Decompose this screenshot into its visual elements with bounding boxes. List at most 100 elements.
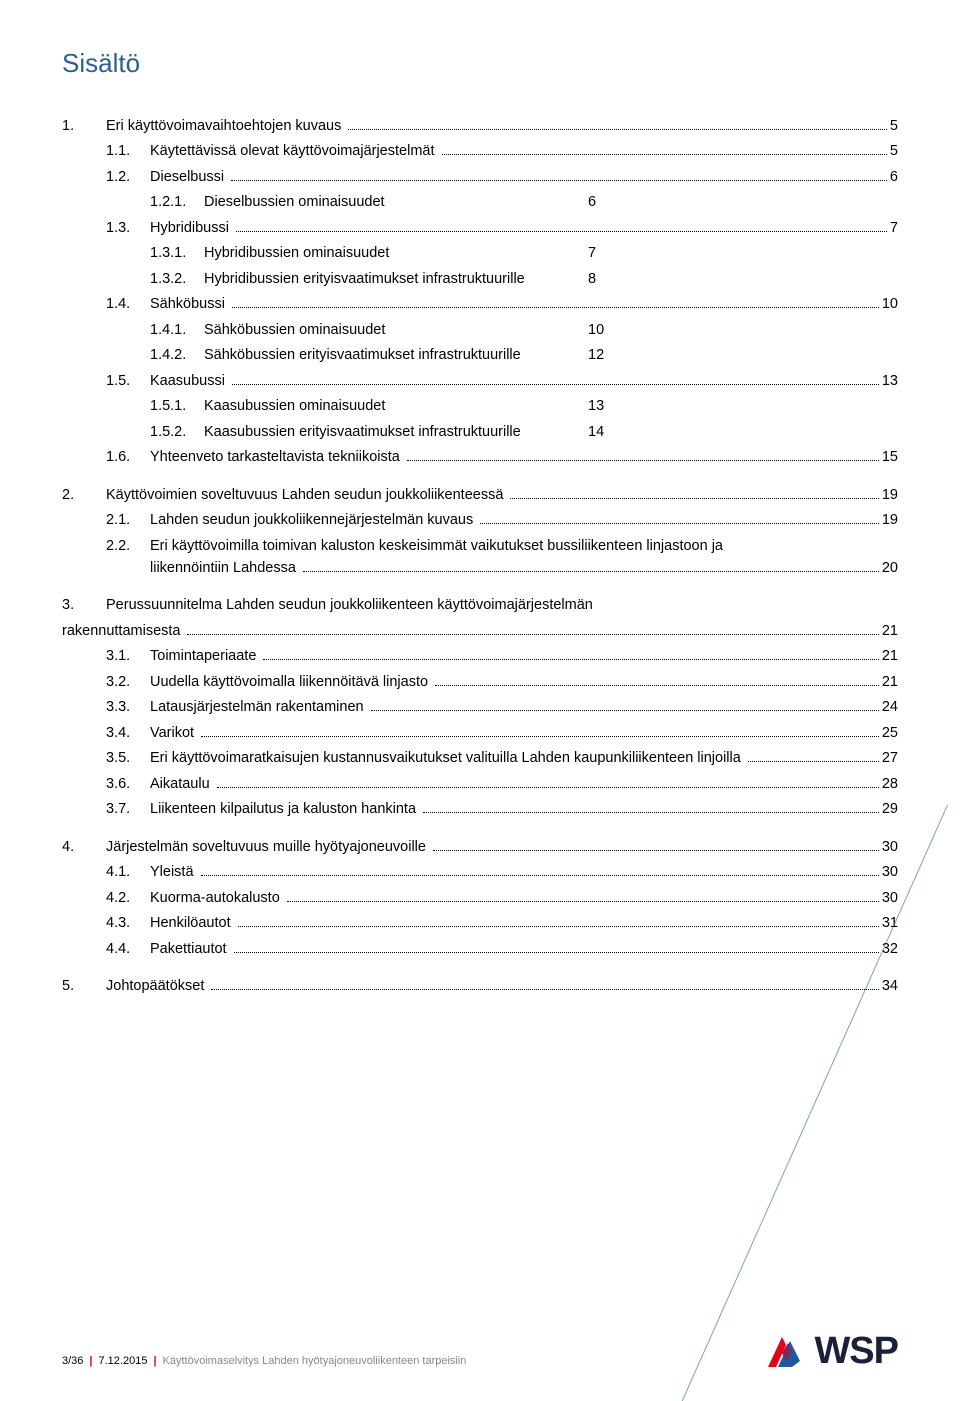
toc-entry-number: 1.1. [106,140,150,162]
toc-leader-dots [211,989,879,990]
toc-entry[interactable]: 1.4.1.Sähköbussien ominaisuudet 10 [150,319,898,341]
toc-entry-page: 34 [882,975,898,997]
toc-entry-page: 19 [882,509,898,531]
toc-entry-text: Yhteenveto tarkasteltavista tekniikoista [150,446,404,468]
toc-entry-number: 4.1. [106,861,150,883]
wsp-logo: WSP [762,1330,898,1373]
toc-entry[interactable]: 2.1.Lahden seudun joukkoliikennejärjeste… [106,509,898,531]
toc-leader-dots [232,307,879,308]
toc-entry-page: 5 [890,115,898,137]
toc-entry[interactable]: 3.3.Latausjärjestelmän rakentaminen 24 [106,696,898,718]
toc-entry[interactable]: 1.5.Kaasubussi13 [106,370,898,392]
footer-doc-title: Käyttövoimaselvitys Lahden hyötyajoneuvo… [163,1355,467,1367]
toc-entry-text: Yleistä [150,861,198,883]
toc-entry[interactable]: 3.7.Liikenteen kilpailutus ja kaluston h… [106,798,898,820]
toc-entry[interactable]: 1.6.Yhteenveto tarkasteltavista tekniiko… [106,446,898,468]
toc-entry-number: 3.1. [106,645,150,667]
toc-entry-page: 10 [882,293,898,315]
toc-leader-dots [263,659,878,660]
toc-leader-dots [348,129,887,130]
toc-entry-page: 7 [890,217,898,239]
toc-entry-text: rakennuttamisesta [62,620,184,642]
toc-entry-page: 27 [882,747,898,769]
toc-entry-text: Sähköbussien ominaisuudet [204,322,389,338]
toc-entry[interactable]: 1.2.1.Dieselbussien ominaisuudet6 [150,191,898,213]
toc-entry-number: 3.3. [106,696,150,718]
toc-entry-number: 1.5.1. [150,395,204,417]
toc-entry[interactable]: 1.3.2.Hybridibussien erityisvaatimukset … [150,268,898,290]
toc-entry[interactable]: 3.6.Aikataulu28 [106,773,898,795]
toc-entry-number: 4.4. [106,938,150,960]
toc-entry[interactable]: 3.Perussuunnitelma Lahden seudun joukkol… [62,594,898,616]
toc-entry[interactable]: 1.1.Käytettävissä olevat käyttövoimajärj… [106,140,898,162]
toc-entry-text: Uudella käyttövoimalla liikennöitävä lin… [150,671,432,693]
toc-entry-continuation[interactable]: rakennuttamisesta 21 [62,620,898,642]
toc-entry-text: Käytettävissä olevat käyttövoimajärjeste… [150,140,439,162]
toc-entry-page: 10 [584,319,632,341]
toc-entry[interactable]: 4.3.Henkilöautot31 [106,912,898,934]
toc-entry-page: 13 [584,395,632,417]
toc-entry[interactable]: 2.2.Eri käyttövoimilla toimivan kaluston… [106,535,898,580]
toc-entry-text: Dieselbussien ominaisuudet [204,194,389,210]
toc-entry-text: Käyttövoimien soveltuvuus Lahden seudun … [106,484,507,506]
toc-entry-text: Varikot [150,722,198,744]
toc-entry-number: 4. [62,836,106,858]
toc-entry[interactable]: 2.Käyttövoimien soveltuvuus Lahden seudu… [62,484,898,506]
toc-leader-dots [238,926,879,927]
toc-entry[interactable]: 4.Järjestelmän soveltuvuus muille hyötya… [62,836,898,858]
toc-entry-page: 6 [890,166,898,188]
toc-entry-text: Hybridibussien erityisvaatimukset infras… [204,271,529,287]
wsp-logo-text: WSP [814,1330,898,1373]
toc-entry[interactable]: 1.Eri käyttövoimavaihtoehtojen kuvaus5 [62,115,898,137]
toc-entry-text: Eri käyttövoimavaihtoehtojen kuvaus [106,115,345,137]
toc-entry[interactable]: 5.Johtopäätökset 34 [62,975,898,997]
toc-entry-text: Kuorma-autokalusto [150,887,284,909]
toc-entry-page: 24 [882,696,898,718]
toc-entry-number: 1.5. [106,370,150,392]
toc-entry[interactable]: 3.2.Uudella käyttövoimalla liikennöitävä… [106,671,898,693]
toc-entry[interactable]: 4.2.Kuorma-autokalusto30 [106,887,898,909]
toc-entry[interactable]: 3.1.Toimintaperiaate21 [106,645,898,667]
toc-entry[interactable]: 1.3.Hybridibussi7 [106,217,898,239]
toc-entry-text: Eri käyttövoimaratkaisujen kustannusvaik… [150,747,745,769]
toc-entry-text: Kaasubussien erityisvaatimukset infrastr… [204,424,525,440]
toc-entry[interactable]: 3.5.Eri käyttövoimaratkaisujen kustannus… [106,747,898,769]
toc-leader-dots [231,180,887,181]
toc-entry-page: 28 [882,773,898,795]
toc-entry-text: Latausjärjestelmän rakentaminen [150,696,368,718]
toc-entry[interactable]: 1.5.2.Kaasubussien erityisvaatimukset in… [150,421,898,443]
toc-entry-number: 1.2.1. [150,191,204,213]
toc-entry-text: Lahden seudun joukkoliikennejärjestelmän… [150,509,477,531]
toc-entry-number: 1.4.1. [150,319,204,341]
toc-entry-number: 1.6. [106,446,150,468]
toc-entry[interactable]: 1.2.Dieselbussi6 [106,166,898,188]
toc-entry[interactable]: 1.4.Sähköbussi10 [106,293,898,315]
toc-entry-page: 32 [882,938,898,960]
toc-entry-page: 14 [584,421,632,443]
toc-entry-number: 3.4. [106,722,150,744]
toc-entry[interactable]: 4.4.Pakettiautot32 [106,938,898,960]
toc-leader-dots [510,498,878,499]
toc-entry-page: 21 [882,645,898,667]
toc-leader-dots [480,523,879,524]
toc-leader-dots [407,460,879,461]
toc-entry[interactable]: 4.1.Yleistä30 [106,861,898,883]
toc-entry-text: Johtopäätökset [106,975,208,997]
toc-entry-number: 1.2. [106,166,150,188]
toc-entry-page: 30 [882,836,898,858]
toc-entry-text: Henkilöautot [150,912,235,934]
toc-entry-text: Hybridibussien ominaisuudet [204,245,393,261]
toc-entry-page: 30 [882,887,898,909]
footer-separator: | [153,1355,156,1367]
toc-entry[interactable]: 3.4.Varikot25 [106,722,898,744]
toc-entry[interactable]: 1.5.1.Kaasubussien ominaisuudet 13 [150,395,898,417]
toc-entry[interactable]: 1.4.2.Sähköbussien erityisvaatimukset in… [150,344,898,366]
page-title: Sisältö [62,48,898,79]
toc-entry-number: 1.4.2. [150,344,204,366]
toc-entry[interactable]: 1.3.1.Hybridibussien ominaisuudet7 [150,242,898,264]
toc-leader-dots [303,571,879,572]
toc-entry-text: Kaasubussien ominaisuudet [204,398,389,414]
toc-leader-dots [201,736,879,737]
toc-leader-dots [435,685,879,686]
toc-entry-number: 2.2. [106,535,150,557]
